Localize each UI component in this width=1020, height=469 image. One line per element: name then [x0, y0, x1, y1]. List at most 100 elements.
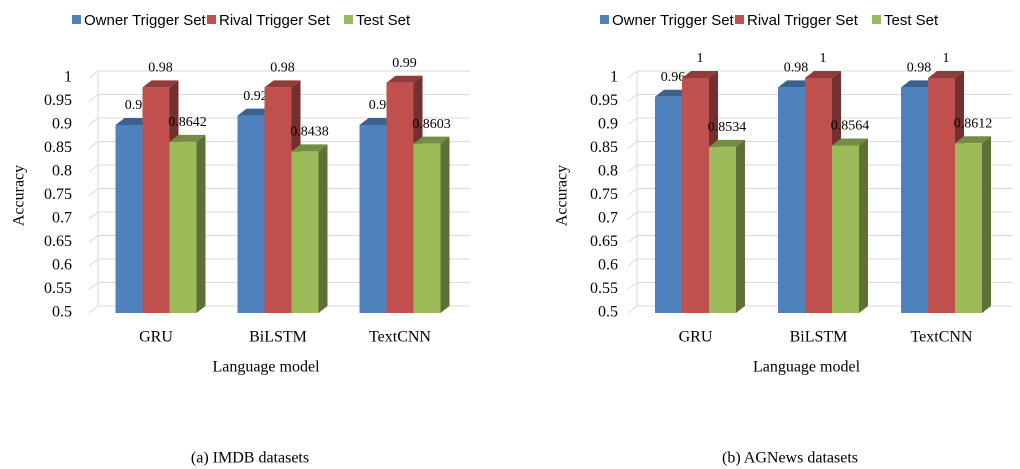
- bar-side: [982, 136, 991, 313]
- y-tick-label: 0.95: [44, 92, 72, 109]
- grid-line: [88, 258, 99, 267]
- bar-top: [169, 134, 206, 142]
- y-tick-label: 0.75: [590, 186, 618, 203]
- bar: [386, 82, 414, 313]
- value-label: 1: [697, 51, 704, 66]
- y-tick-label: 0.85: [590, 139, 618, 156]
- bar: [832, 145, 859, 313]
- legend-swatch: [344, 15, 353, 24]
- grid-line: [627, 188, 638, 196]
- grid-line: [627, 235, 638, 243]
- grid-line: [88, 282, 99, 290]
- bar: [413, 143, 441, 313]
- bar: [709, 146, 736, 313]
- legend-label: Rival Trigger Set: [747, 12, 859, 29]
- y-tick-label: 0.65: [590, 233, 618, 250]
- y-axis-label: Accuracy: [11, 165, 28, 226]
- value-label: 0.8438: [290, 125, 329, 140]
- value-label: 0.8564: [831, 119, 870, 134]
- value-label: 1: [943, 51, 950, 66]
- y-tick-label: 0.9: [598, 116, 618, 133]
- bar: [955, 143, 982, 313]
- bar: [115, 125, 143, 313]
- value-label: 1: [820, 51, 827, 66]
- x-tick-label: TextCNN: [369, 329, 431, 346]
- y-tick-label: 0.75: [44, 186, 72, 203]
- y-tick-label: 0.95: [590, 92, 618, 109]
- value-label: 0.8603: [412, 117, 451, 132]
- value-label: 0.98: [784, 61, 809, 76]
- y-tick-label: 1: [64, 69, 72, 86]
- x-tick-label: TextCNN: [911, 329, 973, 346]
- y-tick-label: 0.55: [44, 280, 72, 297]
- x-axis-label: Language model: [212, 359, 320, 376]
- y-tick-label: 0.7: [598, 210, 618, 227]
- value-label: 0.98: [148, 61, 173, 76]
- value-label: 0.98: [270, 61, 295, 76]
- grid-line: [627, 211, 638, 220]
- bar-side: [736, 139, 745, 313]
- bar: [291, 151, 319, 313]
- value-label: 0.9: [369, 98, 387, 113]
- bar: [928, 78, 955, 313]
- legend-label: Test Set: [356, 12, 411, 29]
- bar-top: [709, 139, 745, 147]
- grid-line: [88, 141, 99, 149]
- grid-line: [627, 94, 638, 102]
- y-tick-label: 0.55: [590, 280, 618, 297]
- bar: [142, 87, 170, 314]
- grid-line: [88, 211, 99, 220]
- legend-swatch: [735, 15, 744, 24]
- y-tick-label: 0.5: [52, 304, 72, 321]
- bar: [805, 78, 832, 313]
- grid-line: [88, 188, 99, 196]
- bar-top: [291, 144, 328, 152]
- value-label: 0.99: [392, 56, 417, 71]
- legend-swatch: [207, 15, 216, 24]
- y-tick-label: 0.85: [44, 139, 72, 156]
- bar-top: [832, 138, 868, 146]
- x-axis-label: Language model: [753, 359, 861, 376]
- bar-side: [859, 138, 868, 313]
- y-tick-label: 0.6: [52, 257, 72, 274]
- grid-line: [627, 70, 638, 79]
- grid-line: [627, 117, 638, 126]
- value-label: 0.92: [243, 89, 268, 104]
- y-tick-label: 1: [610, 69, 618, 86]
- value-label: 0.9: [125, 98, 143, 113]
- legend-swatch: [600, 15, 609, 24]
- grid-line: [627, 282, 638, 290]
- value-label: 0.8534: [708, 120, 747, 135]
- grid-line: [88, 94, 99, 102]
- grid-line: [88, 117, 99, 126]
- bar: [237, 115, 265, 313]
- bar-side: [318, 144, 328, 313]
- y-tick-label: 0.5: [598, 304, 618, 321]
- grid-line: [88, 235, 99, 243]
- grid-line: [627, 258, 638, 267]
- y-tick-label: 0.8: [598, 163, 618, 180]
- legend-swatch: [72, 15, 81, 24]
- bar-top: [264, 80, 301, 88]
- grid-line: [88, 305, 99, 314]
- bar-top: [413, 136, 450, 144]
- bar-side: [440, 136, 450, 313]
- bar-top: [682, 71, 718, 78]
- bar: [264, 87, 292, 314]
- x-tick-label: GRU: [139, 329, 173, 346]
- bar-top: [142, 80, 179, 88]
- legend-swatch: [872, 15, 881, 24]
- legend-label: Owner Trigger Set: [84, 12, 207, 29]
- y-tick-label: 0.65: [44, 233, 72, 250]
- value-label: 0.98: [907, 61, 932, 76]
- legend-label: Rival Trigger Set: [219, 12, 331, 29]
- x-tick-label: GRU: [679, 329, 713, 346]
- value-label: 0.96: [661, 70, 686, 85]
- bar: [655, 96, 682, 313]
- bar-side: [196, 134, 206, 313]
- grid-line: [88, 164, 99, 173]
- bar: [359, 125, 387, 313]
- y-tick-label: 0.6: [598, 257, 618, 274]
- bar-top: [805, 71, 841, 78]
